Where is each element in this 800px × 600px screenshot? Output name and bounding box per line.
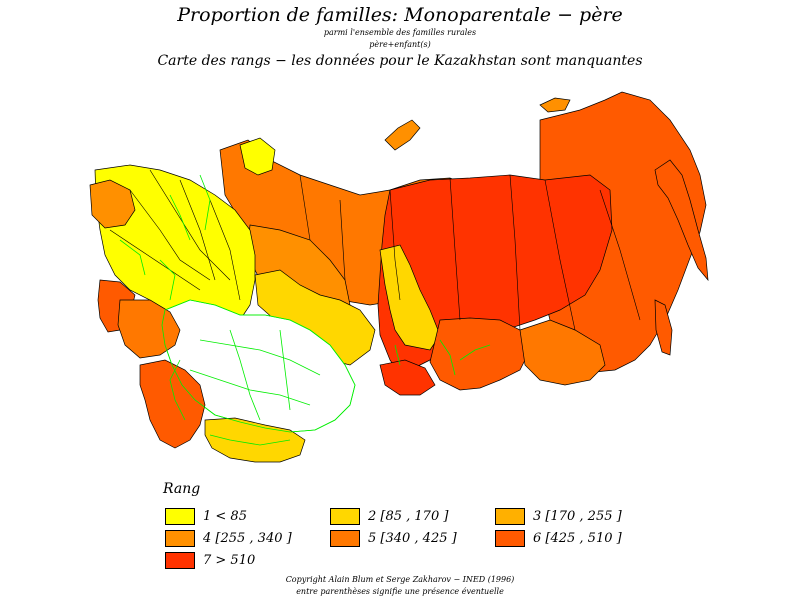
legend-title: Rang [163,481,201,497]
legend-swatch-rank-6 [495,530,525,547]
legend-item-rank-7: 7 > 510 [165,551,255,570]
legend-item-rank-5: 5 [340 , 425 ] [330,529,457,548]
region-central-asia [204,417,306,463]
region-south-siberia [519,319,606,386]
legend-label-rank-4: 4 [255 , 340 ] [203,531,292,546]
footnote-line: entre parenthèses signifie une présence … [296,587,504,596]
legend-label-rank-6: 6 [425 , 510 ] [533,531,622,546]
map-subtitle-line2: père+enfant(s) [369,40,431,49]
legend-label-rank-7: 7 > 510 [203,553,256,568]
legend-swatch-rank-1 [165,508,195,525]
legend-item-rank-2: 2 [85 , 170 ] [330,507,448,526]
legend-label-rank-3: 3 [170 , 255 ] [533,509,622,524]
legend-swatch-rank-4 [165,530,195,547]
legend-item-rank-4: 4 [255 , 340 ] [165,529,292,548]
legend-swatch-rank-3 [495,508,525,525]
legend-label-rank-5: 5 [340 , 425 ] [368,531,457,546]
region-altai [379,359,436,396]
legend-swatch-rank-7 [165,552,195,569]
map-subtitle-line3: Carte des rangs − les données pour le Ka… [157,53,643,69]
legend-item-rank-3: 3 [170 , 255 ] [495,507,622,526]
region-novaya-zemlya [384,119,421,151]
region-baikal [429,317,531,391]
region-kamchatka [654,159,709,282]
choropleth-map [89,91,709,463]
legend-item-rank-6: 6 [425 , 510 ] [495,529,622,548]
map-subtitle-line1: parmi l'ensemble des familles rurales [323,28,477,37]
copyright-line: Copyright Alain Blum et Serge Zakharov −… [285,575,515,584]
internal-borders [109,169,641,331]
region-north-west-orange [89,179,136,229]
legend-item-rank-1: 1 < 85 [165,507,247,526]
region-caucasus [139,359,206,449]
region-sakhalin [654,299,673,356]
map-title: Proportion de familles: Monoparentale − … [177,4,623,26]
legend-label-rank-1: 1 < 85 [203,509,247,524]
region-karelia [239,137,276,176]
legend-label-rank-2: 2 [85 , 170 ] [368,509,449,524]
region-severnaya-zemlya [539,97,571,113]
legend-swatch-rank-2 [330,508,360,525]
legend-swatch-rank-5 [330,530,360,547]
green-borders [119,174,491,446]
